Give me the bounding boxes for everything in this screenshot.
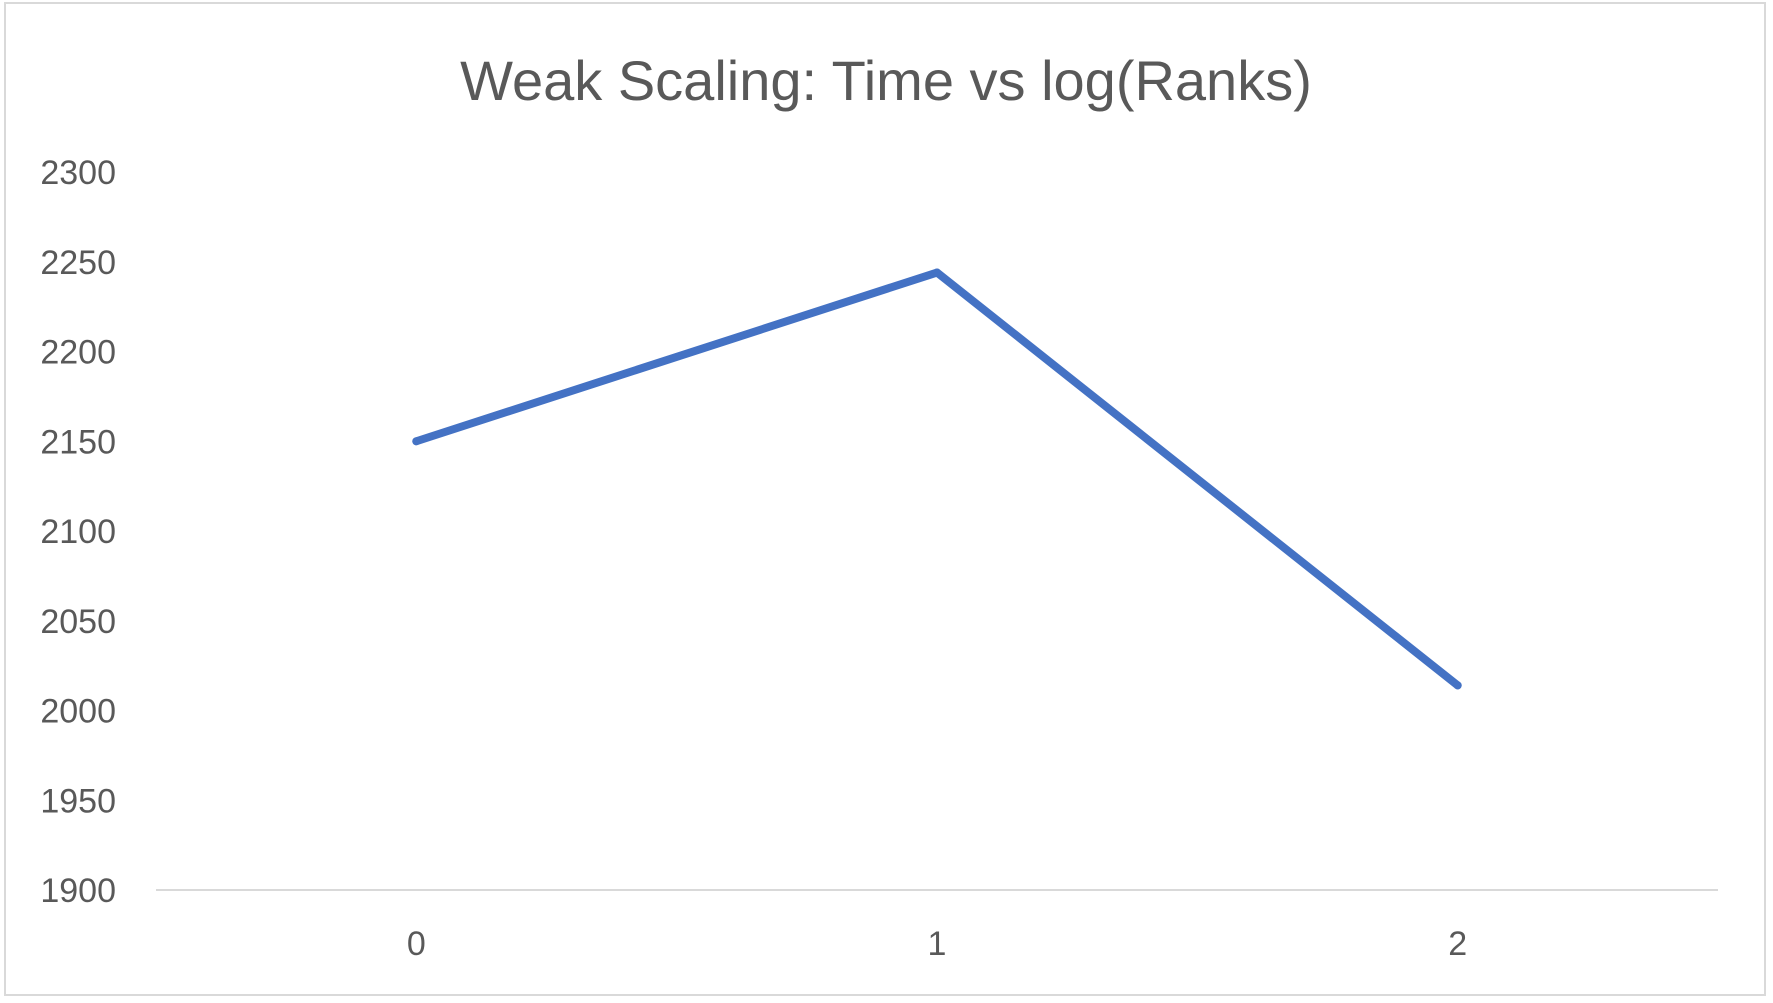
chart-frame	[4, 2, 1766, 996]
x-tick-label: 2	[1448, 925, 1467, 963]
x-axis-ticks: 0 1 2	[407, 925, 1467, 963]
y-tick-label: 2300	[40, 154, 116, 192]
data-point	[933, 268, 941, 277]
y-tick-label: 2000	[40, 693, 116, 731]
y-tick-label: 2250	[40, 244, 116, 282]
series-line	[412, 268, 1462, 690]
series-group	[412, 268, 1462, 690]
x-tick-label: 1	[928, 925, 947, 963]
y-tick-label: 1950	[40, 782, 116, 820]
data-point	[1453, 681, 1462, 690]
y-tick-label: 2050	[40, 603, 116, 641]
y-tick-label: 2100	[40, 513, 116, 551]
y-axis-ticks: 1900 1950 2000 2050 2100 2150 2200 2250 2300	[40, 154, 116, 910]
y-tick-label: 2150	[40, 423, 116, 461]
y-tick-label: 2200	[40, 334, 116, 372]
y-tick-label: 1900	[40, 872, 116, 910]
data-point	[412, 437, 421, 446]
chart-title: Weak Scaling: Time vs log(Ranks)	[460, 49, 1312, 112]
x-tick-label: 0	[407, 925, 426, 963]
